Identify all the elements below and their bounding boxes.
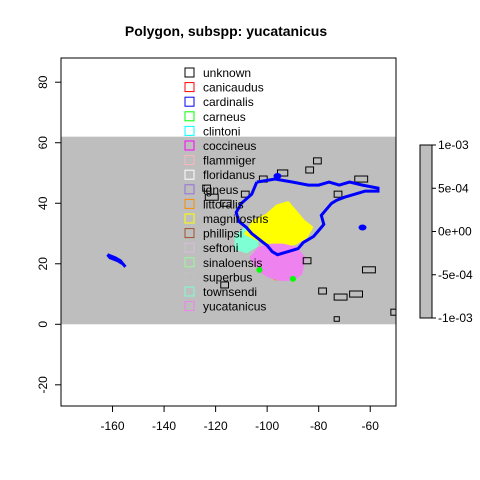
range-unknown-cell bbox=[390, 308, 396, 316]
range-cardinalis-point bbox=[273, 173, 282, 180]
y-tick-label: 80 bbox=[36, 75, 50, 89]
legend-swatch bbox=[184, 213, 195, 224]
legend-label: cardinalis bbox=[203, 95, 254, 109]
legend-label: townsendi bbox=[203, 285, 257, 299]
legend-label: igneus bbox=[203, 183, 238, 197]
legend-label: phillipsi bbox=[203, 227, 242, 241]
range-unknown-cell bbox=[202, 184, 211, 192]
range-carneus-point bbox=[256, 266, 263, 273]
range-unknown-cell bbox=[354, 175, 369, 183]
y-tick-label: 20 bbox=[36, 257, 50, 271]
legend-swatch bbox=[184, 198, 195, 209]
range-unknown-cell bbox=[220, 281, 229, 289]
colorbar: 1e-03 5e-04 0e+00 -5e-04 -1e-03 bbox=[419, 138, 473, 325]
legend-swatch bbox=[184, 228, 195, 239]
colorbar-tick-label: 5e-04 bbox=[438, 181, 469, 195]
legend-label: sinaloensis bbox=[203, 256, 262, 270]
legend-swatch bbox=[184, 155, 195, 166]
range-unknown-cell bbox=[349, 290, 364, 298]
colorbar-tick-label: -5e-04 bbox=[438, 268, 473, 282]
range-yucatanicus bbox=[249, 243, 306, 281]
chart-title: Polygon, subspp: yucatanicus bbox=[125, 23, 327, 39]
legend-swatch bbox=[184, 242, 195, 253]
raster-band bbox=[61, 136, 396, 325]
legend-label: floridanus bbox=[203, 168, 255, 182]
axes: -160 -140 -120 -100 -80 -60 -20 0 20 40 60 80 bbox=[36, 57, 397, 433]
legend-swatch bbox=[184, 257, 195, 268]
x-tick-label: -160 bbox=[101, 419, 125, 433]
legend-swatch bbox=[184, 67, 195, 78]
y-tick-label: 40 bbox=[36, 196, 50, 210]
x-tick-label: -140 bbox=[152, 419, 176, 433]
range-unknown-cell bbox=[362, 266, 376, 274]
colorbar-tick-label: 1e-03 bbox=[438, 138, 469, 152]
legend-label: unknown bbox=[203, 66, 251, 80]
x-tick-label: -100 bbox=[255, 419, 279, 433]
legend-swatch bbox=[184, 169, 195, 180]
range-unknown-cell bbox=[333, 316, 340, 322]
range-cardinalis-hawaii bbox=[106, 253, 127, 268]
plot-content bbox=[61, 136, 396, 325]
legend-label: carneus bbox=[203, 110, 246, 124]
range-carneus-point bbox=[289, 275, 296, 282]
x-tick-label: -80 bbox=[310, 419, 328, 433]
x-tick-label: -60 bbox=[362, 419, 380, 433]
legend-label: flammiger bbox=[203, 154, 256, 168]
range-unknown-cell bbox=[240, 190, 250, 198]
range-unknown-cell bbox=[204, 193, 219, 201]
range-unknown-cell bbox=[276, 169, 289, 177]
colorbar-tick-label: 0e+00 bbox=[438, 225, 472, 239]
plot-area bbox=[61, 136, 396, 325]
y-tick-label: 60 bbox=[36, 136, 50, 150]
legend-swatch bbox=[184, 82, 195, 93]
range-unknown-cell bbox=[302, 257, 312, 265]
colorbar-bar bbox=[419, 144, 433, 319]
range-magnirostris bbox=[244, 201, 313, 248]
legend-swatch bbox=[184, 184, 195, 195]
range-unknown-cell bbox=[333, 293, 348, 301]
legend-label: littoralis bbox=[203, 197, 244, 211]
legend-label: superbus bbox=[203, 270, 252, 284]
range-cardinalis-outline bbox=[234, 177, 380, 257]
legend-label: coccineus bbox=[203, 139, 256, 153]
legend-label: yucatanicus bbox=[203, 300, 266, 314]
range-unknown-cell bbox=[220, 199, 232, 207]
x-tick-label: -120 bbox=[204, 419, 228, 433]
range-unknown-cell bbox=[318, 287, 327, 295]
range-unknown-cell bbox=[333, 190, 343, 198]
legend-swatch bbox=[184, 125, 195, 136]
legend-swatch bbox=[184, 286, 195, 297]
y-tick-label: -20 bbox=[36, 376, 50, 394]
colorbar-tick-label: -1e-03 bbox=[438, 311, 473, 325]
legend: unknowncanicauduscardinaliscarneusclinto… bbox=[184, 66, 268, 314]
range-cardinalis-point bbox=[358, 224, 367, 231]
legend-swatch bbox=[184, 96, 195, 107]
legend-label: canicaudus bbox=[203, 81, 264, 95]
range-unknown-cell bbox=[313, 157, 322, 165]
legend-swatch bbox=[184, 301, 195, 312]
legend-swatch bbox=[184, 140, 195, 151]
legend-label: magnirostris bbox=[203, 212, 268, 226]
legend-swatch bbox=[184, 271, 195, 282]
legend-swatch bbox=[184, 111, 195, 122]
legend-label: clintoni bbox=[203, 124, 240, 138]
y-tick-label: 0 bbox=[36, 321, 50, 328]
legend-label: seftoni bbox=[203, 241, 238, 255]
range-unknown-cell bbox=[305, 166, 315, 174]
